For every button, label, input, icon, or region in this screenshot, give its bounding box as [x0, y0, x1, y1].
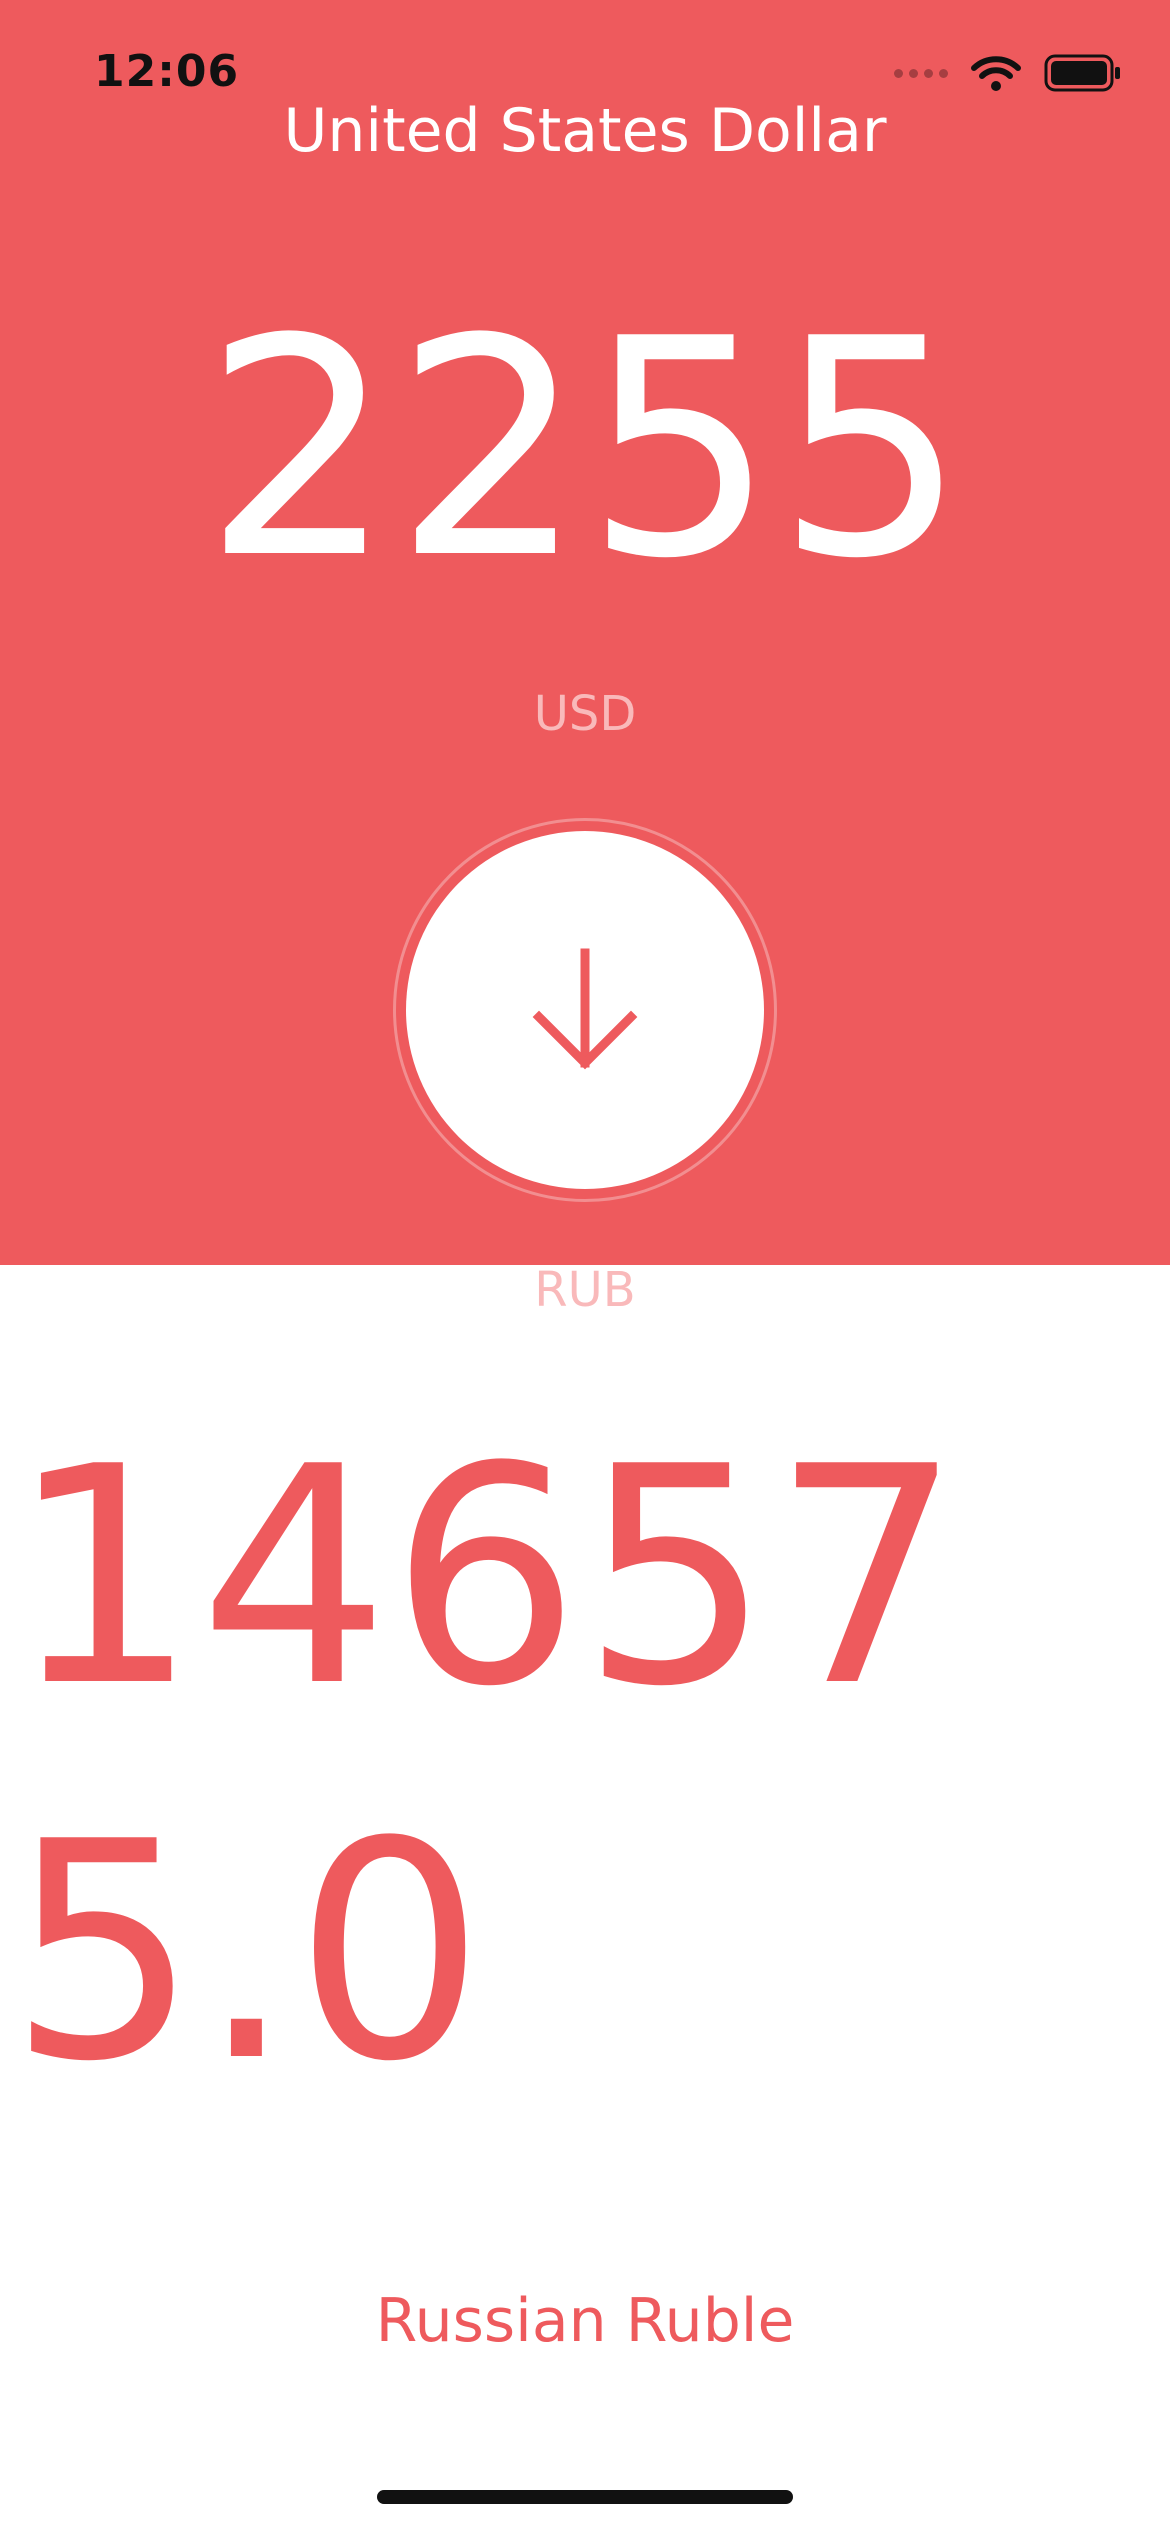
source-currency-panel[interactable]: 12:06 United States Dollar 2255 USD [0, 0, 1170, 1265]
battery-icon [1044, 54, 1120, 92]
swap-button[interactable] [393, 818, 777, 1202]
target-currency-name[interactable]: Russian Ruble [375, 2286, 795, 2356]
target-amount: 146575.0 [8, 1403, 963, 2127]
signal-dots-icon [894, 68, 948, 78]
wifi-icon [971, 56, 1021, 91]
source-currency-code: USD [533, 686, 637, 742]
swap-button-face[interactable] [406, 831, 764, 1189]
status-time: 12:06 [94, 46, 240, 97]
status-icons [894, 54, 1122, 92]
home-indicator[interactable] [377, 2490, 793, 2504]
source-currency-name[interactable]: United States Dollar [283, 96, 887, 166]
target-currency-code: RUB [534, 1262, 636, 1318]
source-amount[interactable]: 2255 [203, 275, 967, 624]
arrow-down-icon [532, 948, 638, 1070]
